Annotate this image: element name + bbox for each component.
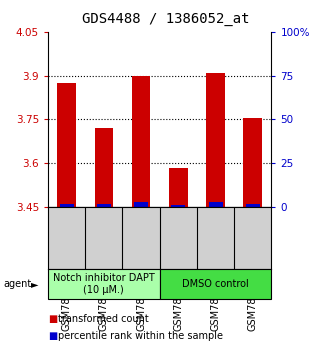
Text: agent: agent [3, 279, 31, 289]
Text: Notch inhibitor DAPT
(10 μM.): Notch inhibitor DAPT (10 μM.) [53, 273, 155, 295]
Text: ■: ■ [48, 331, 57, 341]
Bar [95, 128, 113, 207]
Bar [132, 76, 150, 207]
Text: percentile rank within the sample: percentile rank within the sample [58, 331, 223, 341]
Bar [206, 73, 225, 207]
Bar [60, 204, 73, 207]
Bar [169, 168, 188, 207]
Bar [246, 204, 260, 207]
Bar [134, 202, 148, 207]
Bar [171, 205, 185, 207]
Bar [97, 204, 111, 207]
Bar [209, 202, 222, 207]
Bar [160, 269, 271, 299]
Text: transformed count: transformed count [58, 314, 149, 324]
Bar [244, 118, 262, 207]
Text: GDS4488 / 1386052_at: GDS4488 / 1386052_at [82, 12, 249, 27]
Text: DMSO control: DMSO control [182, 279, 249, 289]
Bar [57, 83, 76, 207]
Bar [48, 269, 160, 299]
Text: ►: ► [31, 279, 39, 289]
Text: ■: ■ [48, 314, 57, 324]
